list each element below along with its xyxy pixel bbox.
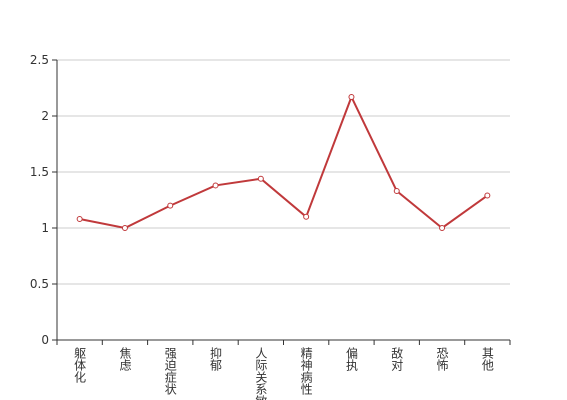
point	[303, 213, 310, 220]
point	[212, 182, 219, 189]
y-tick-label: 0	[41, 333, 49, 347]
y-tick-label: 1	[41, 221, 49, 235]
point	[167, 202, 174, 209]
x-tick-label: 抑郁	[209, 346, 223, 372]
point	[121, 225, 128, 231]
y-tick-label: 2	[41, 109, 49, 123]
y-tick-label: 0.5	[30, 277, 49, 291]
x-tick-label: 强迫症状	[163, 347, 177, 395]
x-tick-label: 其他	[480, 347, 494, 371]
x-tick-label: 偏执	[344, 346, 358, 372]
y-tick-label: 2.5	[30, 53, 49, 67]
point	[393, 188, 400, 195]
x-tick-label: 恐怖	[435, 347, 449, 371]
x-tick-label: 精神病性	[299, 347, 313, 396]
y-tick-label: 1.5	[30, 165, 49, 179]
point	[484, 192, 491, 199]
x-tick-label: 敌对	[390, 346, 404, 371]
line	[79, 94, 488, 230]
point	[76, 216, 83, 223]
x-tick-label: 躯体化	[73, 346, 87, 384]
point	[348, 93, 355, 100]
x-tick-label: 人际关系敏感	[254, 347, 268, 400]
point	[257, 175, 264, 182]
x-tick-label: 焦虑	[118, 347, 132, 371]
point	[439, 225, 446, 231]
